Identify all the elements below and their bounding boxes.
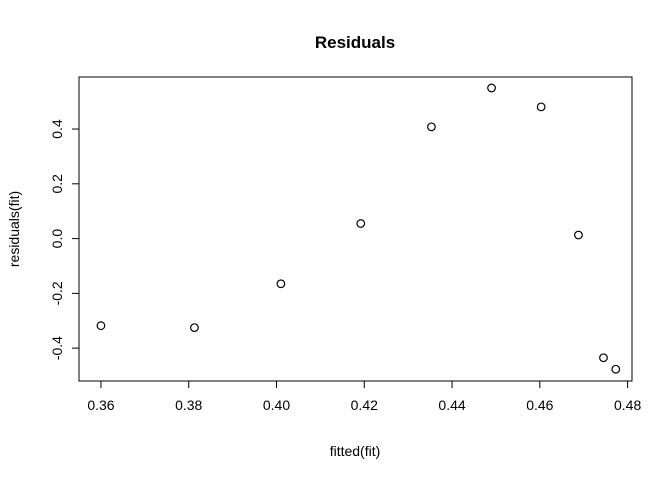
data-point-0 <box>96 321 106 331</box>
x-tick-label-6: 0.48 <box>614 397 641 413</box>
data-point-9 <box>611 364 621 374</box>
x-tick-label-5: 0.46 <box>526 397 553 413</box>
data-point-6 <box>536 102 546 112</box>
x-tick-label-4: 0.44 <box>438 397 465 413</box>
y-axis: -0.4 -0.2 0.0 0.2 0.4 <box>49 119 79 360</box>
x-axis-label: fitted(fit) <box>330 443 381 459</box>
data-point-3 <box>356 219 366 228</box>
x-tick-label-3: 0.42 <box>351 397 378 413</box>
x-tick-label-1: 0.38 <box>175 397 202 413</box>
data-point-2 <box>276 279 286 289</box>
x-tick-label-2: 0.40 <box>263 397 290 413</box>
data-points <box>96 83 621 374</box>
y-tick-label-2: 0.0 <box>49 229 65 249</box>
y-tick-label-4: 0.4 <box>49 119 65 139</box>
y-tick-label-1: -0.2 <box>49 281 65 305</box>
y-tick-label-0: -0.4 <box>49 336 65 360</box>
chart-title: Residuals <box>315 33 395 52</box>
y-axis-label: residuals(fit) <box>6 191 22 267</box>
x-tick-label-0: 0.36 <box>87 397 114 413</box>
y-tick-label-3: 0.2 <box>49 174 65 194</box>
data-point-5 <box>487 83 496 93</box>
data-point-7 <box>574 230 583 240</box>
data-point-1 <box>190 323 199 332</box>
data-point-4 <box>427 122 436 132</box>
x-axis: 0.36 0.38 0.40 0.42 0.44 0.46 0.48 <box>87 381 641 413</box>
plot-area <box>78 76 633 382</box>
data-point-8 <box>599 353 608 363</box>
